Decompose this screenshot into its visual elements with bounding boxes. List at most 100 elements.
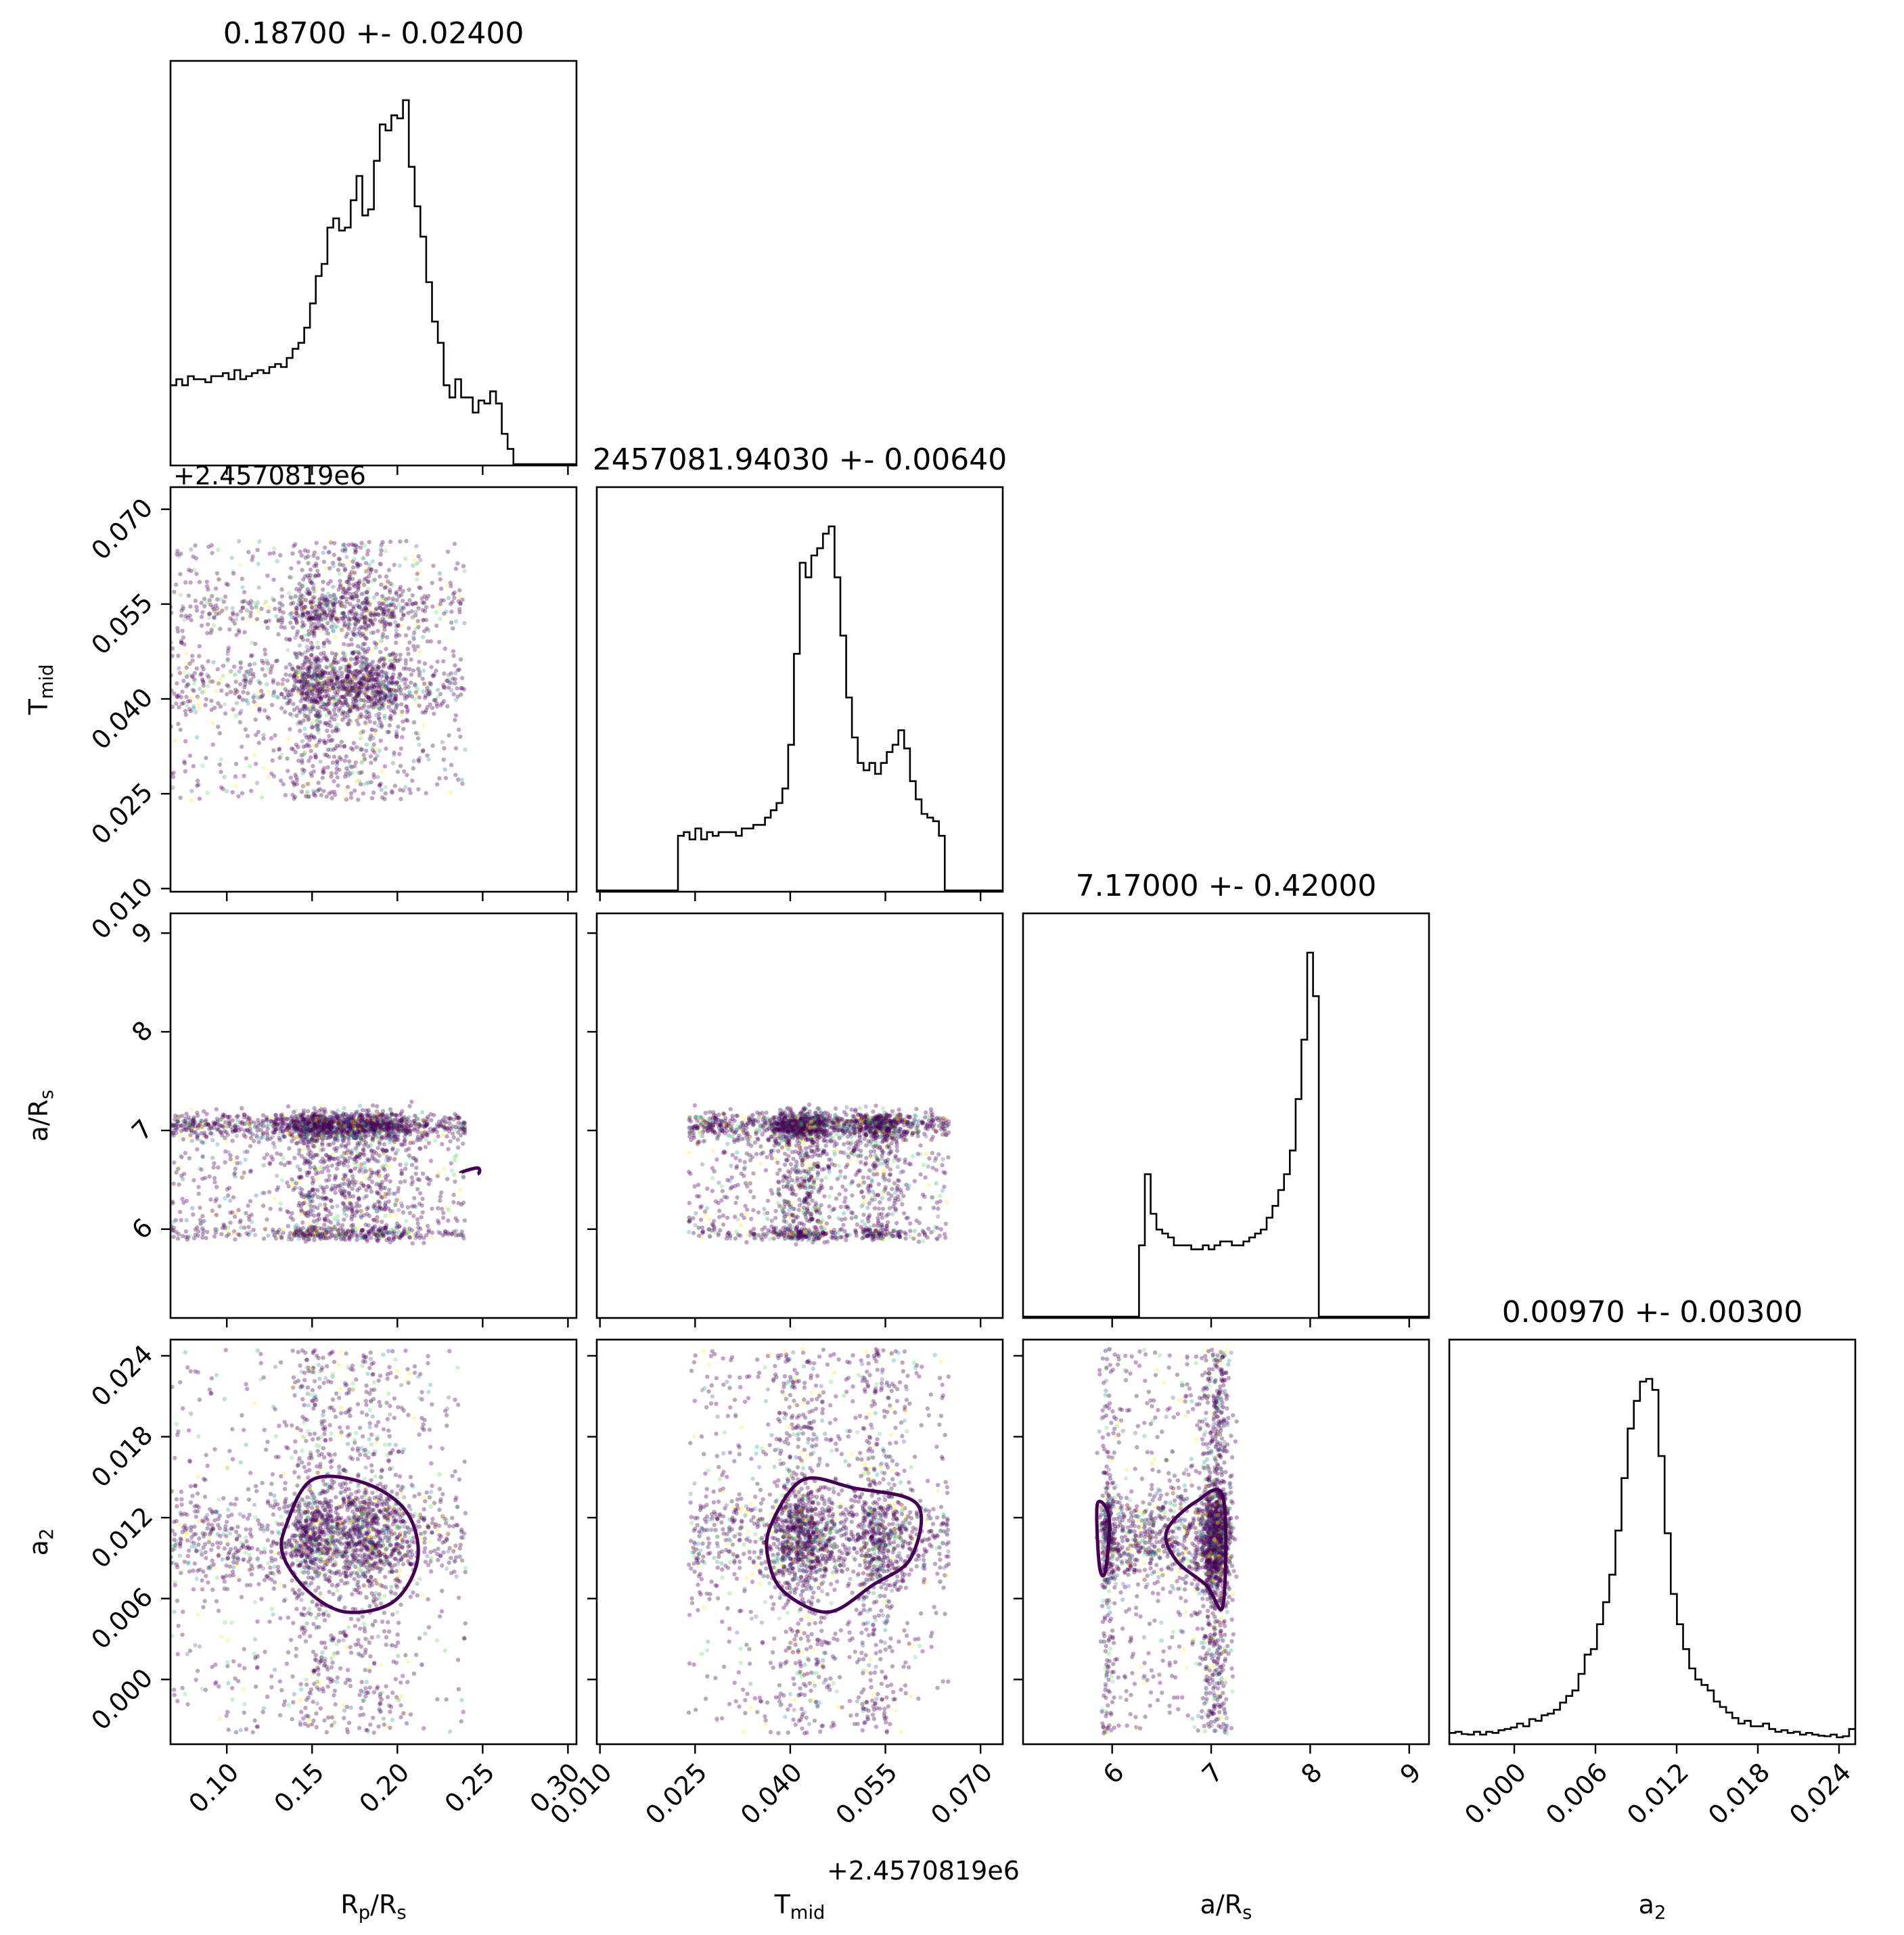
scatter-point bbox=[412, 1118, 417, 1123]
scatter-point bbox=[221, 787, 225, 792]
scatter-point bbox=[311, 1114, 317, 1118]
scatter-point bbox=[293, 1225, 298, 1229]
scatter-point bbox=[366, 675, 371, 681]
scatter-point bbox=[342, 568, 347, 573]
scatter-point bbox=[446, 673, 451, 677]
scatter-point bbox=[382, 1142, 386, 1147]
scatter-point bbox=[424, 1131, 428, 1137]
scatter-point bbox=[222, 1223, 227, 1229]
scatter-point bbox=[376, 1233, 381, 1239]
scatter-point bbox=[317, 1226, 321, 1231]
scatter-point bbox=[358, 562, 363, 568]
scatter-point bbox=[367, 602, 372, 607]
scatter-point bbox=[311, 1116, 315, 1121]
scatter-point bbox=[368, 1123, 373, 1128]
scatter-point bbox=[408, 1155, 413, 1160]
scatter-point bbox=[388, 658, 393, 663]
scatter-point bbox=[428, 1126, 433, 1131]
scatter-point bbox=[373, 691, 379, 696]
scatter-point bbox=[306, 1125, 311, 1131]
scatter-point bbox=[386, 1236, 392, 1242]
scatter-point bbox=[322, 680, 327, 685]
scatter-point bbox=[390, 1130, 395, 1135]
scatter-point bbox=[331, 747, 336, 752]
scatter-point bbox=[372, 1129, 378, 1133]
scatter-point bbox=[321, 643, 326, 649]
scatter-point bbox=[355, 1134, 360, 1139]
scatter-point bbox=[311, 1153, 317, 1158]
scatter-point bbox=[444, 1119, 449, 1124]
scatter-point bbox=[340, 1227, 345, 1233]
scatter-point bbox=[310, 696, 315, 701]
scatter-point bbox=[253, 641, 258, 646]
scatter-point bbox=[381, 658, 386, 662]
scatter-point bbox=[329, 664, 334, 668]
scatter-point bbox=[324, 702, 330, 707]
scatter-point bbox=[358, 645, 363, 650]
scatter-point bbox=[422, 609, 428, 614]
scatter-point bbox=[399, 609, 404, 614]
scatter-point bbox=[342, 642, 346, 647]
scatter-point bbox=[373, 1227, 378, 1232]
scatter-point bbox=[302, 650, 308, 655]
scatter-point bbox=[462, 1131, 468, 1136]
scatter-point bbox=[377, 1131, 382, 1136]
scatter-point bbox=[411, 644, 416, 649]
scatter-point bbox=[358, 745, 363, 750]
scatter-point bbox=[191, 1120, 196, 1125]
scatter-point bbox=[195, 1124, 200, 1129]
scatter-point bbox=[407, 1103, 412, 1109]
scatter-point bbox=[329, 717, 334, 722]
scatter-point bbox=[340, 1120, 344, 1125]
scatter-point bbox=[330, 613, 335, 618]
scatter-point bbox=[230, 606, 235, 611]
scatter-point bbox=[383, 1194, 388, 1199]
scatter-point bbox=[366, 1124, 371, 1129]
scatter-point bbox=[368, 570, 373, 575]
scatter-point bbox=[353, 1166, 357, 1171]
scatter-point bbox=[181, 1177, 185, 1181]
scatter-point bbox=[214, 1185, 219, 1189]
scatter-point bbox=[425, 685, 430, 691]
scatter-point bbox=[254, 616, 260, 622]
scatter-point bbox=[294, 620, 299, 625]
scatter-point bbox=[224, 606, 229, 611]
scatter-point bbox=[391, 612, 396, 618]
scatter-point bbox=[246, 701, 250, 706]
scatter-point bbox=[314, 679, 319, 685]
scatter-point bbox=[330, 597, 335, 601]
scatter-point bbox=[326, 1121, 331, 1126]
scatter-point bbox=[244, 669, 249, 675]
scatter-point bbox=[449, 762, 454, 767]
scatter-point bbox=[196, 1229, 201, 1234]
scatter-point bbox=[364, 742, 369, 747]
scatter-point bbox=[309, 1224, 314, 1229]
scatter-point bbox=[311, 792, 316, 797]
scatter-point bbox=[302, 662, 307, 666]
scatter-point bbox=[359, 591, 364, 597]
scatter-point bbox=[280, 1120, 285, 1126]
scatter-point bbox=[361, 685, 366, 689]
scatter-point bbox=[301, 1147, 306, 1152]
scatter-point bbox=[222, 1112, 227, 1118]
panel-title-rp: 0.18700 +- 0.02400 bbox=[223, 16, 524, 51]
scatter-point bbox=[338, 1188, 342, 1193]
scatter-point bbox=[354, 699, 359, 704]
scatter-point bbox=[321, 1118, 326, 1123]
scatter-point bbox=[418, 1226, 423, 1231]
scatter-point bbox=[376, 1217, 381, 1223]
scatter-point bbox=[321, 1234, 325, 1239]
scatter-point bbox=[296, 1113, 301, 1118]
scatter-point bbox=[340, 595, 345, 599]
scatter-point bbox=[240, 1122, 245, 1126]
scatter-point bbox=[305, 1129, 311, 1134]
scatter-point bbox=[394, 658, 399, 663]
scatter-point bbox=[242, 1112, 247, 1117]
scatter-point bbox=[315, 1126, 321, 1131]
scatter-point bbox=[390, 675, 395, 681]
scatter-point bbox=[307, 1139, 311, 1144]
scatter-point bbox=[421, 1124, 426, 1129]
scatter-point bbox=[359, 656, 364, 660]
scatter-point bbox=[312, 1114, 317, 1119]
scatter-point bbox=[363, 650, 367, 655]
